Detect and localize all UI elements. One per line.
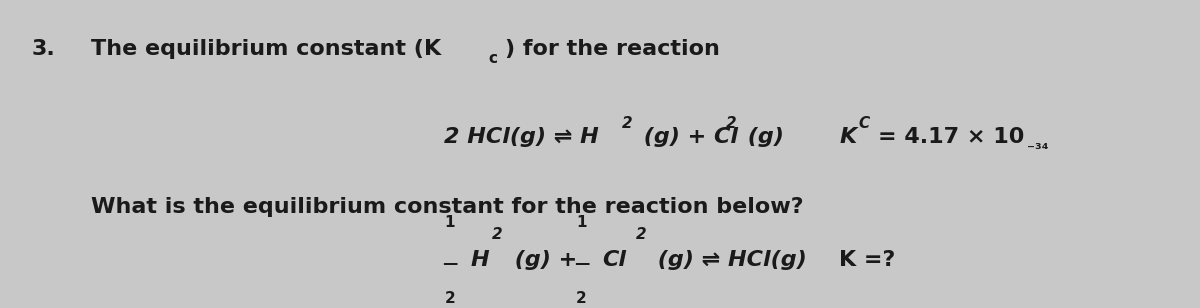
Text: K =?: K =? (840, 250, 896, 270)
Text: (g) + Cl: (g) + Cl (636, 127, 738, 147)
Text: Cl: Cl (602, 250, 626, 270)
Text: 2: 2 (622, 116, 632, 131)
Text: C: C (859, 116, 870, 131)
Text: ⁻³⁴: ⁻³⁴ (1027, 142, 1049, 157)
Text: 2 HCl(g) ⇌ H: 2 HCl(g) ⇌ H (444, 127, 599, 147)
Text: 2: 2 (444, 291, 455, 306)
Text: c: c (488, 51, 498, 66)
Text: 3.: 3. (31, 39, 55, 59)
Text: —: — (442, 256, 457, 271)
Text: ) for the reaction: ) for the reaction (505, 39, 720, 59)
Text: What is the equilibrium constant for the reaction below?: What is the equilibrium constant for the… (91, 197, 804, 217)
Text: = 4.17 × 10: = 4.17 × 10 (877, 127, 1024, 147)
Text: K: K (840, 127, 857, 147)
Text: —: — (574, 256, 589, 271)
Text: H: H (470, 250, 490, 270)
Text: (g): (g) (740, 127, 784, 147)
Text: 2: 2 (576, 291, 587, 306)
Text: 2: 2 (726, 116, 737, 131)
Text: 1: 1 (444, 215, 455, 230)
Text: (g) +: (g) + (506, 250, 584, 270)
Text: (g) ⇌ HCl(g): (g) ⇌ HCl(g) (650, 250, 808, 270)
Text: 2: 2 (636, 227, 647, 242)
Text: The equilibrium constant (K: The equilibrium constant (K (91, 39, 442, 59)
Text: 1: 1 (576, 215, 587, 230)
Text: 2: 2 (492, 227, 503, 242)
